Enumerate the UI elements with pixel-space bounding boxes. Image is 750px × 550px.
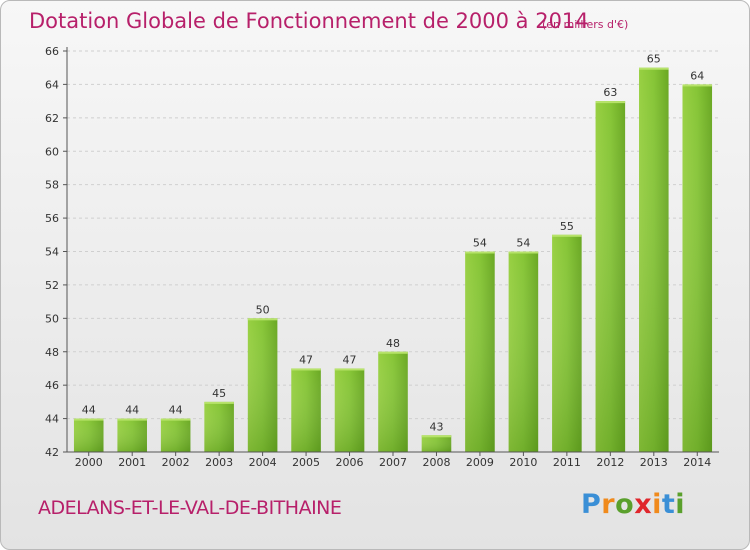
bar-highlight (682, 84, 713, 87)
y-tick-label: 50 (45, 312, 59, 325)
bar-shade (421, 435, 452, 452)
bar-highlight (73, 418, 104, 421)
y-tick-label: 48 (45, 346, 59, 359)
value-label: 54 (516, 237, 530, 250)
chart-unit: (en milliers d'€) (542, 18, 629, 31)
logo-letter: o (615, 489, 635, 520)
value-label: 65 (647, 53, 661, 66)
y-tick-label: 56 (45, 212, 59, 225)
x-tick-label: 2004 (249, 456, 277, 469)
x-tick-label: 2008 (422, 456, 450, 469)
bar-shade (73, 418, 104, 452)
y-tick-label: 54 (45, 246, 59, 259)
bar-highlight (595, 101, 626, 104)
bar-shade (117, 418, 147, 452)
y-tick-label: 58 (45, 179, 59, 192)
logo-letter: i (652, 489, 662, 520)
x-tick-label: 2005 (292, 456, 320, 469)
bar-shade (160, 418, 191, 452)
bar-shade (378, 351, 408, 452)
bar-shade (204, 401, 234, 452)
x-tick-label: 2001 (118, 456, 146, 469)
bar-shade (247, 318, 278, 452)
y-tick-label: 52 (45, 279, 59, 292)
logo-letter: P (581, 489, 602, 520)
bar-highlight (378, 351, 408, 354)
value-label: 50 (256, 303, 270, 316)
y-tick-label: 44 (45, 413, 59, 426)
bar-highlight (160, 418, 191, 421)
commune-name: ADELANS-ET-LE-VAL-DE-BITHAINE (38, 497, 342, 519)
bar-shade (595, 101, 626, 452)
bar-highlight (465, 251, 495, 254)
bar-shade (508, 251, 539, 452)
bar-shade (291, 368, 321, 452)
y-tick-label: 46 (45, 379, 59, 392)
x-tick-label: 2011 (553, 456, 581, 469)
x-tick-label: 2003 (205, 456, 233, 469)
x-tick-label: 2002 (162, 456, 190, 469)
y-tick-label: 62 (45, 112, 59, 125)
x-tick-label: 2000 (75, 456, 103, 469)
value-label: 55 (560, 220, 574, 233)
x-tick-label: 2014 (683, 456, 711, 469)
bar-shade (334, 368, 365, 452)
value-label: 44 (125, 404, 139, 417)
chart-title: Dotation Globale de Fonctionnement de 20… (29, 9, 589, 33)
bar-highlight (421, 435, 452, 438)
bar-shade (552, 234, 582, 452)
bar-highlight (247, 318, 278, 321)
value-label: 44 (169, 404, 183, 417)
bar-highlight (334, 368, 365, 371)
x-tick-label: 2013 (640, 456, 668, 469)
bar-highlight (291, 368, 321, 371)
bar-highlight (639, 67, 669, 70)
x-tick-label: 2010 (509, 456, 537, 469)
value-label: 47 (299, 353, 313, 366)
value-label: 43 (429, 420, 443, 433)
bar-highlight (204, 401, 234, 404)
bar-shade (465, 251, 495, 452)
x-tick-label: 2012 (596, 456, 624, 469)
logo-letter: i (675, 489, 686, 520)
logo-letter: r (601, 489, 616, 520)
y-tick-label: 66 (45, 45, 59, 58)
value-label: 47 (343, 353, 357, 366)
labels: 42 44 46 48 50 52 54 56 58 60 62 64 66 44 2000 44 2001 44… (45, 45, 711, 469)
y-tick-label: 42 (45, 446, 59, 459)
value-label: 64 (690, 69, 704, 82)
x-tick-label: 2006 (336, 456, 364, 469)
bar-highlight (508, 251, 539, 254)
y-tick-label: 60 (45, 145, 59, 158)
bar-highlight (117, 418, 147, 421)
value-label: 44 (82, 404, 96, 417)
bar-highlight (552, 234, 582, 237)
x-tick-label: 2007 (379, 456, 407, 469)
value-label: 63 (603, 86, 617, 99)
bar-shade (682, 84, 713, 453)
axes (63, 47, 719, 456)
x-tick-label: 2009 (466, 456, 494, 469)
value-label: 54 (473, 237, 487, 250)
y-tick-label: 64 (45, 78, 59, 91)
value-label: 45 (212, 387, 226, 400)
proxiti-logo: Proxiti (581, 489, 685, 520)
bar-shade (639, 67, 669, 452)
logo-letter: x (634, 489, 653, 520)
logo-letter: t (661, 489, 676, 520)
bars (73, 67, 713, 453)
value-label: 48 (386, 337, 400, 350)
